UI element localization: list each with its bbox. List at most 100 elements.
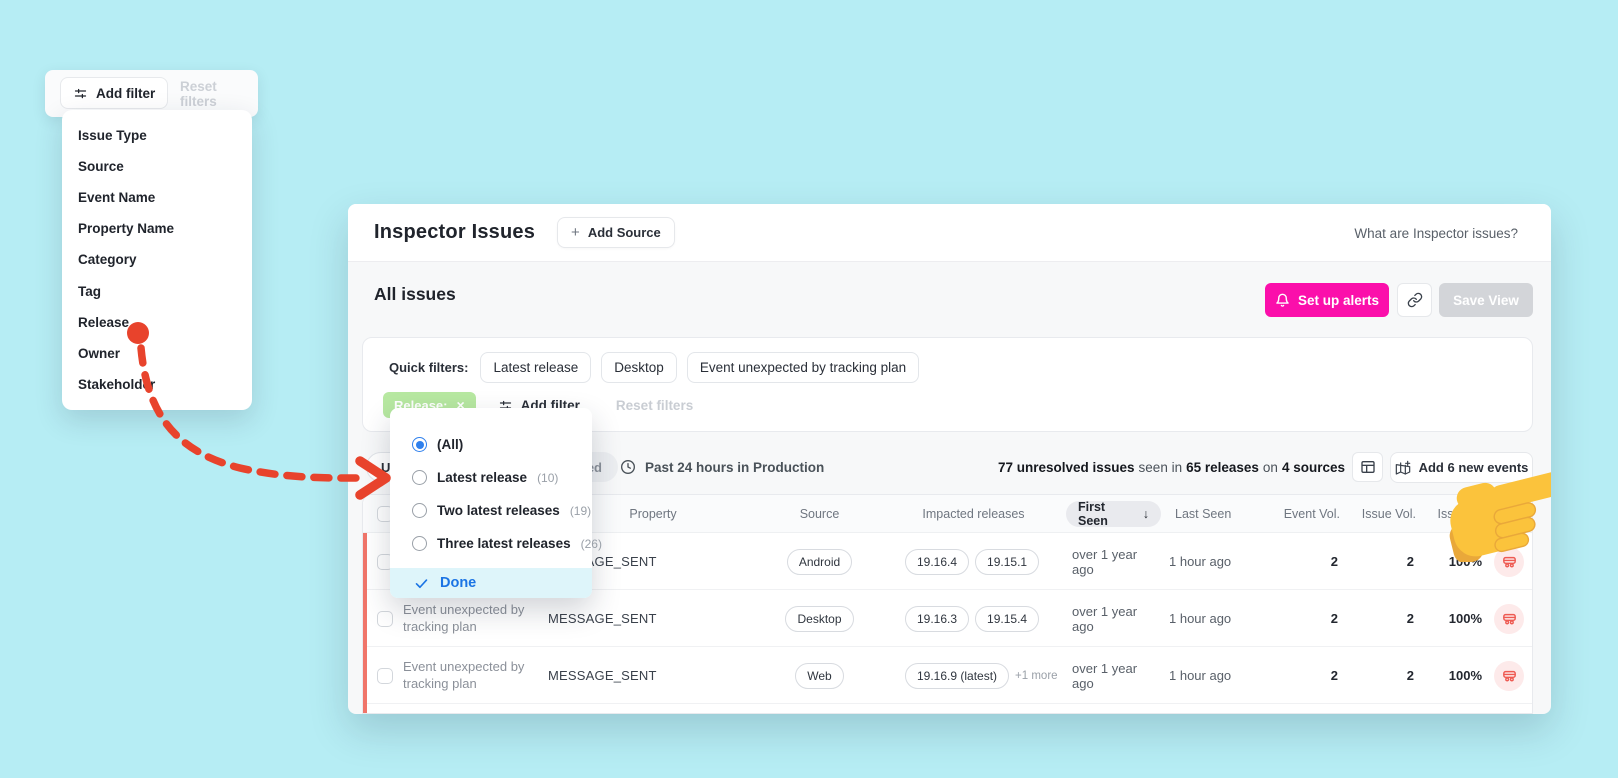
issue-vol-value: 2 (1406, 668, 1414, 683)
issue-accent-bar (363, 533, 367, 590)
event-vol-value: 2 (1330, 611, 1338, 626)
row-checkbox[interactable] (377, 667, 393, 684)
release-option-count: (10) (537, 470, 559, 485)
release-option-label: Three latest releases (437, 536, 571, 551)
menu-item-property-name[interactable]: Property Name (78, 221, 175, 237)
bell-icon (1276, 293, 1289, 307)
event-name: MESSAGE_SENT (548, 668, 657, 683)
reset-filters-button[interactable]: Reset filters (615, 397, 694, 413)
reset-filters-button-floating[interactable]: Reset filters (180, 78, 217, 109)
clock-icon (621, 460, 635, 474)
release-option-label: Two latest releases (437, 503, 560, 518)
release-option-count: (19) (569, 503, 592, 518)
menu-item-event-name[interactable]: Event Name (78, 190, 156, 206)
col-property: Property (629, 506, 677, 521)
col-impacted-releases: Impacted releases (922, 506, 1025, 521)
first-seen-value: over 1 year ago (1072, 546, 1138, 577)
first-seen-value: over 1 year ago (1072, 660, 1138, 691)
dropdown-done-button[interactable]: Done (390, 568, 592, 598)
issue-vol-value: 2 (1406, 611, 1414, 626)
col-first-seen-sort[interactable]: First Seen ↓ (1066, 500, 1161, 528)
col-first-seen-label: First Seen (1078, 500, 1108, 528)
set-up-alerts-label: Set up alerts (1297, 292, 1380, 308)
col-issue-pct: Issue % (1437, 506, 1482, 521)
col-source: Source (799, 506, 840, 521)
summary-text: on (1262, 459, 1278, 475)
filter-icon (499, 400, 511, 410)
add-new-events-button[interactable]: Add 6 new events (1390, 452, 1533, 483)
filter-type-menu: Issue Type Source Event Name Property Na… (62, 110, 252, 410)
add-filter-label: Add filter (96, 85, 156, 101)
table-view-button[interactable] (1352, 452, 1383, 482)
release-badge: 19.16.3 (905, 605, 970, 632)
quick-filter-latest-release[interactable]: Latest release (480, 352, 592, 383)
cursor-dot (127, 322, 149, 344)
event-vol-value: 2 (1330, 554, 1338, 569)
all-issues-heading: All issues (374, 284, 456, 304)
issues-summary: 77 unresolved issues seen in 65 releases… (998, 452, 1345, 482)
event-name: MESSAGE_SENT (548, 611, 657, 626)
release-option-label: Latest release (437, 470, 528, 485)
issue-source-indicator (1494, 603, 1524, 634)
col-event-vol: Event Vol. (1283, 506, 1340, 521)
release-option-count: (26) (580, 536, 602, 551)
release-option-latest[interactable]: Latest release (10) (412, 461, 592, 494)
add-source-button[interactable]: + Add Source (557, 217, 675, 248)
add-new-events-label: Add 6 new events (1418, 460, 1529, 475)
menu-item-source[interactable]: Source (78, 159, 124, 175)
save-view-label: Save View (1453, 292, 1519, 308)
table-row[interactable]: Event unexpected by tracking plan MESSAG… (363, 590, 1532, 647)
issue-type: Event unexpected by tracking plan (403, 658, 525, 691)
source-badge: Android (786, 548, 853, 575)
issue-accent-bar (363, 704, 367, 713)
floating-filter-toolbar: Add filter Reset filters (45, 70, 258, 117)
summary-issues-count: 77 unresolved issues (997, 459, 1135, 475)
last-seen-value: 1 hour ago (1169, 554, 1232, 569)
issue-pct-value: 100% (1448, 668, 1482, 683)
menu-item-category[interactable]: Category (78, 252, 137, 268)
map-plus-icon (1395, 460, 1410, 475)
release-option-two-latest[interactable]: Two latest releases (19) (412, 494, 592, 527)
issue-pct-value: 100% (1448, 554, 1482, 569)
summary-sources-count: 4 sources (1281, 459, 1345, 475)
event-vol-value: 2 (1330, 668, 1338, 683)
release-option-three-latest[interactable]: Three latest releases (26) (412, 527, 602, 560)
issue-type: Event unexpected by tracking plan (403, 601, 525, 634)
plus-icon: + (571, 224, 580, 241)
close-icon[interactable]: × (456, 397, 465, 413)
menu-item-owner[interactable]: Owner (78, 345, 121, 361)
release-filter-dropdown: (All) Latest release (10) Two latest rel… (390, 408, 602, 598)
done-label: Done (440, 575, 477, 591)
summary-text: seen in (1138, 459, 1183, 475)
time-range-label: Past 24 hours in Production (645, 459, 825, 475)
release-option-all[interactable]: (All) (412, 428, 592, 461)
menu-item-tag[interactable]: Tag (78, 283, 101, 299)
save-view-button[interactable]: Save View (1439, 283, 1533, 317)
copy-link-button[interactable] (1397, 283, 1432, 317)
quick-filter-desktop[interactable]: Desktop (601, 352, 677, 383)
window-topbar: Inspector Issues + Add Source What are I… (348, 204, 1551, 262)
time-range-control[interactable]: Past 24 hours in Production (620, 452, 824, 482)
check-icon (415, 578, 428, 588)
link-icon (1407, 292, 1422, 308)
row-checkbox[interactable] (377, 610, 393, 627)
add-filter-button-floating[interactable]: Add filter (60, 77, 169, 109)
source-badge: Web (795, 662, 844, 689)
set-up-alerts-button[interactable]: Set up alerts (1265, 283, 1389, 317)
issue-accent-bar (363, 647, 367, 704)
table-row[interactable]: Event unexpected by tracking plan MESSAG… (363, 647, 1532, 704)
more-releases-label[interactable]: +1 more (1015, 669, 1058, 682)
issue-source-indicator (1494, 660, 1524, 691)
filter-icon (74, 88, 87, 98)
menu-item-issue-type[interactable]: Issue Type (78, 128, 147, 144)
quick-filter-event-unexpected[interactable]: Event unexpected by tracking plan (686, 352, 920, 383)
page-title: Inspector Issues (374, 221, 536, 243)
what-are-inspector-issues-link[interactable]: What are Inspector issues? (1354, 225, 1518, 241)
vehicle-icon (1502, 556, 1516, 568)
quick-filters-label: Quick filters: (389, 360, 469, 375)
menu-item-stakeholder[interactable]: Stakeholder (78, 376, 156, 392)
issue-source-indicator (1494, 546, 1524, 577)
col-last-seen: Last Seen (1175, 506, 1232, 521)
menu-item-release[interactable]: Release (78, 314, 130, 330)
issue-vol-value: 2 (1406, 554, 1414, 569)
